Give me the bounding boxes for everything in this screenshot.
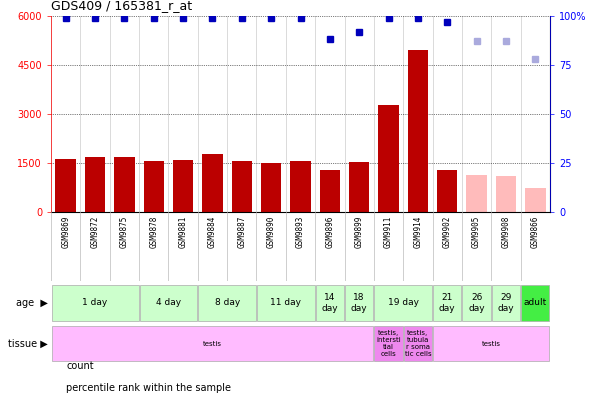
Text: GSM9905: GSM9905 <box>472 215 481 248</box>
Text: GSM9893: GSM9893 <box>296 215 305 248</box>
Text: percentile rank within the sample: percentile rank within the sample <box>66 383 231 393</box>
FancyBboxPatch shape <box>316 285 344 321</box>
Bar <box>320 170 340 212</box>
Text: GSM9902: GSM9902 <box>443 215 452 248</box>
FancyBboxPatch shape <box>345 285 373 321</box>
Text: 29
day: 29 day <box>498 293 514 312</box>
Text: GSM9872: GSM9872 <box>91 215 100 248</box>
FancyBboxPatch shape <box>433 326 549 361</box>
Text: 8 day: 8 day <box>215 299 240 307</box>
Bar <box>55 159 76 212</box>
FancyBboxPatch shape <box>52 326 373 361</box>
Bar <box>290 160 311 212</box>
Text: GSM9887: GSM9887 <box>237 215 246 248</box>
FancyBboxPatch shape <box>521 285 549 321</box>
Text: GSM9869: GSM9869 <box>61 215 70 248</box>
Text: 21
day: 21 day <box>439 293 456 312</box>
Text: GSM9875: GSM9875 <box>120 215 129 248</box>
Text: GSM9866: GSM9866 <box>531 215 540 248</box>
FancyBboxPatch shape <box>257 285 314 321</box>
Text: 18
day: 18 day <box>351 293 367 312</box>
Bar <box>202 154 223 212</box>
Bar <box>261 162 281 212</box>
Text: 14
day: 14 day <box>322 293 338 312</box>
Text: testis: testis <box>203 341 222 346</box>
Bar <box>496 176 516 212</box>
FancyBboxPatch shape <box>139 285 197 321</box>
Text: 4 day: 4 day <box>156 299 181 307</box>
Text: 11 day: 11 day <box>270 299 301 307</box>
Text: GSM9899: GSM9899 <box>355 215 364 248</box>
Text: GSM9908: GSM9908 <box>501 215 510 248</box>
Bar <box>437 170 457 212</box>
Bar <box>378 105 399 212</box>
Bar <box>466 175 487 212</box>
Text: tissue ▶: tissue ▶ <box>8 339 48 348</box>
Bar <box>114 157 135 212</box>
Text: 19 day: 19 day <box>388 299 419 307</box>
FancyBboxPatch shape <box>374 326 403 361</box>
FancyBboxPatch shape <box>492 285 520 321</box>
FancyBboxPatch shape <box>463 285 490 321</box>
Text: GSM9914: GSM9914 <box>413 215 423 248</box>
Text: GSM9884: GSM9884 <box>208 215 217 248</box>
Text: 26
day: 26 day <box>468 293 485 312</box>
FancyBboxPatch shape <box>433 285 462 321</box>
Text: count: count <box>66 361 94 371</box>
Bar <box>349 162 370 212</box>
Bar <box>407 50 428 212</box>
FancyBboxPatch shape <box>404 326 432 361</box>
Bar <box>173 160 194 212</box>
Text: age  ▶: age ▶ <box>16 298 48 308</box>
Text: GSM9911: GSM9911 <box>384 215 393 248</box>
Text: adult: adult <box>523 299 547 307</box>
Text: GSM9890: GSM9890 <box>267 215 276 248</box>
Text: 1 day: 1 day <box>82 299 108 307</box>
Text: testis,
tubula
r soma
tic cells: testis, tubula r soma tic cells <box>404 330 431 357</box>
FancyBboxPatch shape <box>374 285 432 321</box>
FancyBboxPatch shape <box>52 285 138 321</box>
FancyBboxPatch shape <box>198 285 256 321</box>
Text: GSM9881: GSM9881 <box>178 215 188 248</box>
Text: testis,
intersti
tial
cells: testis, intersti tial cells <box>376 330 401 357</box>
Text: GDS409 / 165381_r_at: GDS409 / 165381_r_at <box>51 0 192 12</box>
Bar <box>525 188 546 212</box>
Bar <box>231 161 252 212</box>
Text: GSM9896: GSM9896 <box>325 215 334 248</box>
Bar <box>85 157 105 212</box>
Bar <box>144 161 164 212</box>
Text: testis: testis <box>482 341 501 346</box>
Text: GSM9878: GSM9878 <box>149 215 158 248</box>
